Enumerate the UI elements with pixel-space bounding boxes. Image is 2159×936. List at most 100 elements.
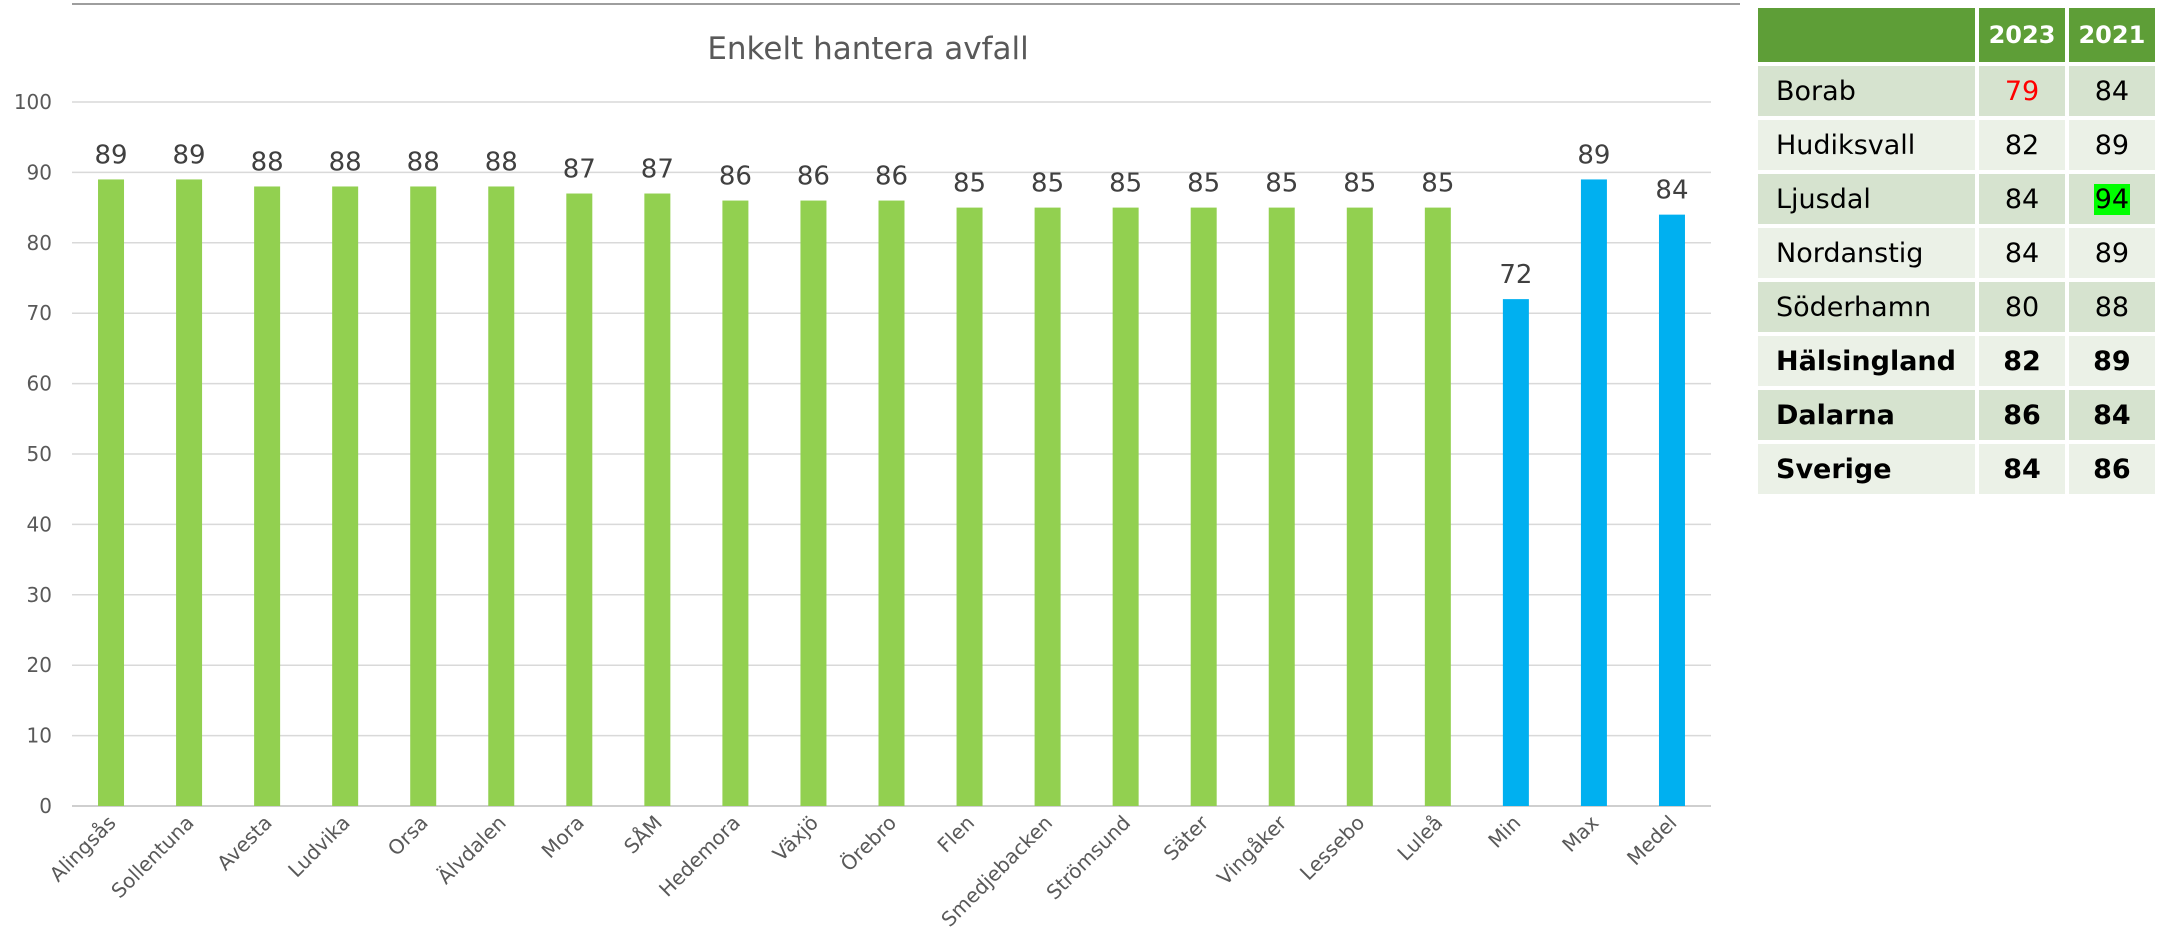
table-cell-name: Hudiksvall	[1753, 116, 1980, 174]
table-row: Nordanstig 84 89	[1753, 224, 2159, 282]
bar	[1580, 179, 1607, 806]
table-cell-2021: 84	[2064, 62, 2159, 120]
table-cell-2023: 82	[1975, 116, 2069, 174]
x-tick-label: SÅM	[619, 811, 667, 859]
y-tick-label: 10	[27, 724, 52, 748]
bar	[1190, 207, 1217, 807]
table-header-row: 2023 2021	[1753, 4, 2159, 66]
data-label: 87	[563, 155, 596, 185]
data-label: 88	[251, 147, 284, 177]
bar	[176, 179, 203, 806]
data-label: 72	[1499, 260, 1532, 290]
y-axis: 0 10 20 30 40 50 60 70 80 90 100	[14, 90, 52, 818]
data-label: 85	[953, 169, 986, 199]
x-tick-label: Sollentuna	[106, 811, 198, 903]
y-tick-label: 80	[27, 231, 52, 255]
bar	[800, 200, 827, 806]
y-tick-label: 40	[27, 512, 52, 536]
bar	[98, 179, 125, 806]
data-label: 88	[485, 147, 518, 177]
data-label: 85	[1109, 169, 1142, 199]
bar	[1034, 207, 1061, 807]
x-tick-label: Älvdalen	[433, 811, 511, 889]
table-row: Ljusdal 84 94	[1753, 170, 2159, 228]
table-row: Hälsingland 82 89	[1753, 332, 2159, 390]
x-tick-label: Medel	[1622, 811, 1681, 870]
data-label: 89	[1577, 140, 1610, 170]
bar	[410, 186, 437, 807]
bar	[566, 193, 593, 806]
data-label: 88	[329, 147, 362, 177]
x-tick-label: Luleå	[1393, 811, 1448, 866]
x-tick-label: Växjö	[768, 811, 823, 866]
highlighted-value: 94	[2093, 183, 2131, 215]
x-tick-label: Hedemora	[654, 811, 745, 902]
table-cell-name: Söderhamn	[1753, 278, 1980, 336]
y-tick-label: 100	[14, 90, 52, 114]
bar	[1346, 207, 1373, 807]
table-cell-name: Hälsingland	[1753, 332, 1980, 390]
y-tick-label: 50	[27, 442, 52, 466]
y-tick-label: 0	[39, 794, 52, 818]
bar	[1502, 299, 1529, 806]
table-cell-2023: 79	[1975, 62, 2069, 120]
data-label: 86	[875, 162, 908, 192]
table-row: Dalarna 86 84	[1753, 386, 2159, 444]
x-tick-label: Strömsund	[1041, 811, 1135, 905]
table-cell-name: Sverige	[1753, 440, 1980, 498]
table-cell-name: Ljusdal	[1753, 170, 1980, 228]
table-row: Borab 79 84	[1753, 62, 2159, 120]
bar	[878, 200, 905, 806]
table-cell-2023: 84	[1975, 440, 2069, 498]
table-row: Sverige 84 86	[1753, 440, 2159, 498]
y-tick-label: 90	[27, 160, 52, 184]
table-cell-2023: 80	[1975, 278, 2069, 336]
table-header-2021: 2021	[2064, 4, 2159, 66]
table-cell-2021: 89	[2064, 116, 2159, 174]
table-cell-2021: 94	[2064, 170, 2159, 228]
bar	[1424, 207, 1451, 807]
data-label: 85	[1343, 169, 1376, 199]
table-row: Söderhamn 80 88	[1753, 278, 2159, 336]
table-header-2023: 2023	[1975, 4, 2069, 66]
data-label: 88	[407, 147, 440, 177]
x-tick-label: Min	[1483, 811, 1525, 853]
table-header-corner	[1753, 4, 1980, 66]
bar	[644, 193, 671, 806]
data-label: 86	[719, 162, 752, 192]
table-cell-2021: 84	[2064, 386, 2159, 444]
table-cell-2021: 88	[2064, 278, 2159, 336]
table-cell-2021: 89	[2064, 332, 2159, 390]
x-tick-label: Ludvika	[283, 811, 354, 882]
bar	[1268, 207, 1295, 807]
table-cell-2023: 84	[1975, 170, 2069, 228]
bar	[332, 186, 359, 807]
bars: 89 89 88 88 88 88 87 87 86 86 86 85 85 85 85 85 85 85 72 89…	[94, 140, 1689, 807]
x-tick-label: Mora	[537, 811, 589, 863]
comparison-table: 2023 2021 Borab 79 84 Hudiksvall 82 89 Ljusdal…	[1753, 4, 2159, 498]
data-label: 85	[1031, 169, 1064, 199]
chart-title: Enkelt hantera avfall	[707, 31, 1028, 67]
x-tick-label: Vingåker	[1212, 810, 1292, 890]
x-tick-label: Avesta	[212, 811, 276, 875]
x-tick-label: Örebro	[836, 811, 901, 876]
table-cell-name: Borab	[1753, 62, 1980, 120]
x-tick-label: Lessebo	[1295, 811, 1369, 885]
data-label: 87	[641, 155, 674, 185]
y-tick-label: 20	[27, 653, 52, 677]
bar	[1658, 214, 1685, 806]
table-cell-name: Dalarna	[1753, 386, 1980, 444]
data-label: 89	[94, 140, 127, 170]
table-cell-2023: 86	[1975, 386, 2069, 444]
table-cell-2021: 86	[2064, 440, 2159, 498]
data-label: 85	[1187, 169, 1220, 199]
data-label: 86	[797, 162, 830, 192]
data-label: 89	[173, 140, 206, 170]
bar	[254, 186, 281, 807]
data-label: 84	[1655, 176, 1688, 206]
x-tick-label: Flen	[932, 811, 979, 858]
y-tick-label: 30	[27, 583, 52, 607]
x-tick-label: Säter	[1159, 810, 1214, 865]
x-tick-label: Max	[1557, 810, 1603, 856]
y-tick-label: 70	[27, 301, 52, 325]
